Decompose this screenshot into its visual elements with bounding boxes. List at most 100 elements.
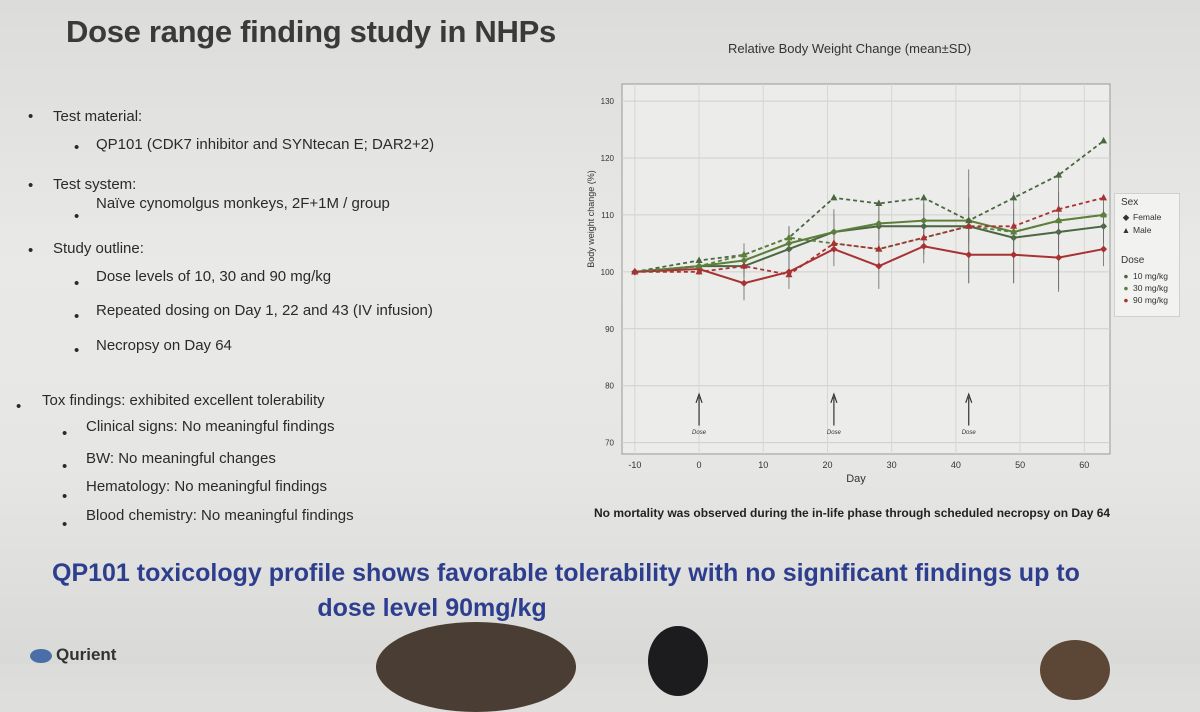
sub-bullet-bw: BW: No meaningful changes [86, 450, 276, 467]
x-tick-label: 50 [1015, 460, 1025, 470]
data-point [965, 222, 973, 229]
x-tick-label: 0 [697, 460, 702, 470]
data-point [785, 233, 793, 241]
data-point [875, 262, 883, 270]
y-axis-label: Body weight change (%) [586, 170, 596, 268]
y-tick-label: 130 [601, 97, 615, 106]
x-tick-label: -10 [628, 460, 641, 470]
bullet-tox-findings: Tox findings: exhibited excellent tolera… [42, 392, 325, 409]
data-point [965, 216, 973, 224]
data-point [875, 245, 883, 252]
slide-title: Dose range finding study in NHPs [66, 14, 556, 49]
logo-icon [30, 648, 52, 663]
bullet-dot: • [28, 108, 34, 125]
sub-bullet-dosing: Repeated dosing on Day 1, 22 and 43 (IV … [96, 302, 433, 319]
sub-bullet-material: QP101 (CDK7 inhibitor and SYNtecan E; DA… [96, 136, 435, 153]
sub-bullet-dot: • [74, 275, 80, 292]
conclusion: QP101 toxicology profile shows favorable… [52, 556, 1152, 626]
company-logo: Qurient [30, 645, 116, 665]
y-tick-label: 80 [605, 382, 614, 391]
x-tick-label: 20 [822, 460, 832, 470]
data-point [875, 219, 883, 227]
triangle-icon: ▲ [1121, 225, 1131, 235]
data-point [920, 193, 928, 201]
legend-90mg: ● 90 mg/kg [1119, 295, 1168, 305]
data-point [830, 239, 838, 246]
data-point [1010, 193, 1018, 201]
legend-male: ▲ Male [1119, 225, 1152, 235]
y-tick-label: 110 [601, 211, 614, 220]
data-point [920, 233, 928, 241]
data-point [740, 250, 748, 258]
dose-label: Dose [827, 430, 842, 436]
bullet-test-material: Test material: [53, 108, 143, 125]
sub-bullet-dot: • [74, 208, 80, 225]
sub-bullet-dot: • [62, 425, 68, 442]
bullet-dot: • [16, 398, 22, 415]
chart-legend: Sex ◆ Female ▲ Male Dose ● 10 mg/kg ● 30 mg/… [1114, 193, 1180, 317]
data-point [830, 245, 838, 253]
legend-female: ◆ Female [1119, 212, 1162, 223]
bullet-dot: • [28, 242, 34, 259]
data-point [740, 262, 748, 269]
audience-head [648, 626, 708, 696]
sub-bullet-dot: • [62, 458, 68, 475]
dose-label: Dose [692, 430, 707, 436]
dose-arrowhead [695, 392, 703, 403]
y-tick-label: 90 [605, 325, 614, 334]
audience-head [376, 622, 576, 712]
dose-label: Dose [962, 430, 977, 436]
data-point [1055, 216, 1063, 224]
legend-dose-title: Dose [1121, 255, 1145, 266]
bullet-dot: • [28, 177, 34, 194]
legend-30mg: ● 30 mg/kg [1119, 283, 1168, 293]
sub-bullet-dot: • [62, 516, 68, 533]
y-tick-label: 120 [601, 154, 615, 163]
data-point [920, 217, 928, 225]
data-point [740, 256, 748, 264]
sub-bullet-dot: • [74, 139, 80, 156]
x-tick-label: 10 [758, 460, 768, 470]
sub-bullet-dot: • [62, 488, 68, 505]
slide: Dose range finding study in NHPs • Test … [16, 14, 1180, 712]
sub-bullet-dot: • [74, 342, 80, 359]
plot-area [621, 83, 1111, 455]
mortality-note: No mortality was observed during the in-… [594, 506, 1111, 520]
bullet-study-outline: Study outline: [53, 240, 144, 257]
data-point [1010, 251, 1018, 259]
sub-bullet-clinical: Clinical signs: No meaningful findings [86, 418, 335, 435]
data-point [1010, 222, 1018, 229]
x-tick-label: 40 [951, 460, 961, 470]
x-tick-label: 60 [1079, 460, 1089, 470]
bullet-test-system: Test system: [53, 176, 137, 193]
data-point [875, 199, 883, 207]
data-point [1100, 245, 1108, 253]
data-point [740, 279, 748, 287]
sub-bullet-dose-levels: Dose levels of 10, 30 and 90 mg/kg [96, 268, 332, 285]
data-point [631, 267, 639, 275]
data-point [920, 242, 928, 250]
sub-bullet-chemistry: Blood chemistry: No meaningful findings [86, 507, 354, 524]
sub-bullet-dot: • [74, 308, 80, 325]
data-point [785, 239, 793, 247]
x-axis-label: Day [846, 473, 866, 485]
data-point [695, 267, 703, 275]
dose-arrowhead [965, 392, 973, 403]
sub-bullet-system: Naïve cynomolgus monkeys, 2F+1M / group [96, 195, 390, 212]
data-point [1010, 228, 1018, 235]
data-point [1055, 171, 1063, 178]
body-weight-chart: 70 80 90 100 110 120 130 -10 0 10 20 30 40 50 60 Day Bod… [586, 83, 1111, 485]
circle-icon: ● [1123, 283, 1129, 293]
conclusion-line-1: QP101 toxicology profile shows favorable… [52, 559, 1080, 587]
data-point [1100, 193, 1108, 201]
data-point [695, 256, 703, 263]
x-tick-label: 30 [887, 460, 897, 470]
y-tick-label: 100 [601, 268, 615, 277]
circle-icon: ● [1123, 271, 1129, 281]
circle-icon: ● [1123, 295, 1129, 305]
data-point [1100, 136, 1108, 144]
sub-bullet-necropsy: Necropsy on Day 64 [96, 337, 232, 354]
diamond-icon: ◆ [1122, 212, 1130, 222]
y-tick-label: 70 [605, 439, 614, 448]
sub-bullet-hematology: Hematology: No meaningful findings [86, 478, 327, 495]
